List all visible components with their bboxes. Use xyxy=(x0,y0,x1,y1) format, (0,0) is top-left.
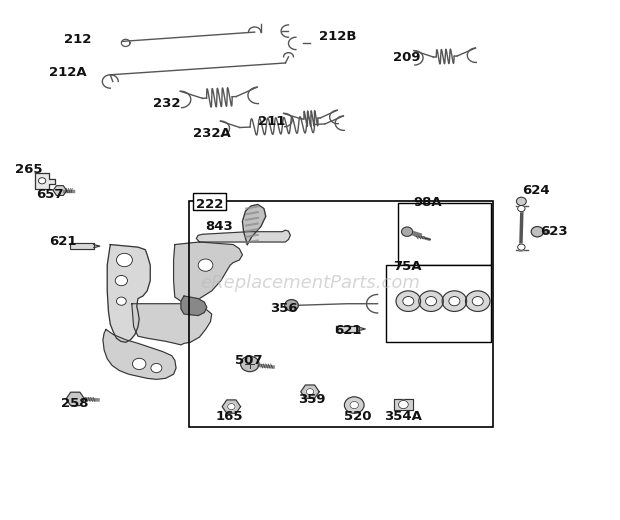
Polygon shape xyxy=(132,304,211,345)
Polygon shape xyxy=(107,244,150,342)
Text: 258: 258 xyxy=(61,397,89,410)
Text: eReplacementParts.com: eReplacementParts.com xyxy=(200,274,420,292)
Circle shape xyxy=(115,276,128,285)
Text: 212A: 212A xyxy=(49,66,86,79)
Circle shape xyxy=(518,205,525,212)
Bar xyxy=(386,265,491,342)
Circle shape xyxy=(285,300,298,311)
Polygon shape xyxy=(94,244,100,248)
Text: 507: 507 xyxy=(235,354,262,367)
Circle shape xyxy=(228,404,235,410)
Circle shape xyxy=(350,401,358,409)
Circle shape xyxy=(442,291,467,311)
Polygon shape xyxy=(53,186,67,196)
Circle shape xyxy=(241,356,259,372)
Circle shape xyxy=(38,178,46,184)
Circle shape xyxy=(516,197,526,205)
Circle shape xyxy=(518,244,525,250)
Bar xyxy=(398,203,491,265)
Text: 75A: 75A xyxy=(393,259,422,272)
Circle shape xyxy=(133,358,146,370)
Circle shape xyxy=(472,296,483,306)
Text: 520: 520 xyxy=(344,410,371,423)
Text: 657: 657 xyxy=(37,188,64,201)
Polygon shape xyxy=(35,173,55,189)
Text: 98A: 98A xyxy=(413,196,442,209)
Polygon shape xyxy=(174,242,242,302)
Text: 265: 265 xyxy=(15,163,43,176)
Polygon shape xyxy=(181,296,207,316)
Polygon shape xyxy=(197,230,290,242)
Polygon shape xyxy=(103,330,176,380)
Text: 359: 359 xyxy=(298,394,326,407)
Polygon shape xyxy=(337,326,359,332)
Text: 621: 621 xyxy=(335,324,362,337)
Text: 212: 212 xyxy=(64,33,92,46)
Text: 623: 623 xyxy=(541,225,568,238)
Polygon shape xyxy=(394,399,413,410)
Circle shape xyxy=(466,291,490,311)
Polygon shape xyxy=(242,204,266,244)
Text: 356: 356 xyxy=(270,302,298,315)
Polygon shape xyxy=(359,328,365,331)
Circle shape xyxy=(117,253,133,267)
Text: 211: 211 xyxy=(258,114,285,127)
Circle shape xyxy=(399,400,409,409)
Circle shape xyxy=(403,296,414,306)
Text: 212B: 212B xyxy=(319,30,356,43)
Text: 165: 165 xyxy=(216,410,244,423)
Circle shape xyxy=(418,291,443,311)
Circle shape xyxy=(198,259,213,271)
Circle shape xyxy=(425,296,436,306)
Polygon shape xyxy=(66,392,84,406)
Text: 232A: 232A xyxy=(193,127,231,140)
Text: 354A: 354A xyxy=(384,410,422,423)
Polygon shape xyxy=(301,385,319,398)
Circle shape xyxy=(531,227,544,237)
Circle shape xyxy=(344,397,364,413)
Text: 843: 843 xyxy=(206,220,233,233)
Text: 232: 232 xyxy=(153,97,181,110)
Circle shape xyxy=(396,291,420,311)
Text: 222: 222 xyxy=(197,199,224,212)
Polygon shape xyxy=(70,242,94,249)
Circle shape xyxy=(306,388,314,395)
Circle shape xyxy=(117,297,126,305)
Circle shape xyxy=(449,296,460,306)
Text: 209: 209 xyxy=(393,51,420,64)
Bar xyxy=(193,192,226,210)
Circle shape xyxy=(151,363,162,373)
Polygon shape xyxy=(222,400,241,413)
Text: 621: 621 xyxy=(49,236,76,249)
Bar xyxy=(189,201,493,427)
Circle shape xyxy=(402,227,413,236)
Text: 624: 624 xyxy=(522,184,549,197)
